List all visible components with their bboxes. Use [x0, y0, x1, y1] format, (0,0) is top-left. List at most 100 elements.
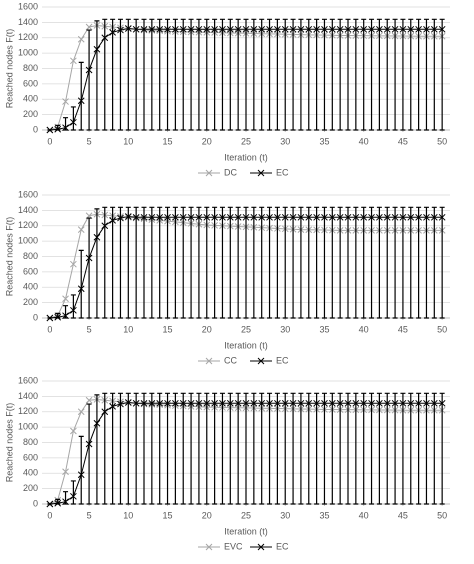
x-tick-label: 10 — [123, 510, 133, 520]
point-marker — [352, 399, 360, 407]
error-bar — [165, 206, 171, 319]
legend-label: EC — [276, 167, 289, 177]
y-tick-label: 1000 — [18, 48, 38, 58]
point-marker — [423, 25, 430, 33]
error-bar — [353, 392, 359, 505]
point-marker — [336, 399, 344, 407]
point-marker — [297, 25, 305, 33]
error-bar — [86, 403, 92, 505]
error-bar — [306, 206, 312, 319]
y-tick-label: 1600 — [18, 189, 38, 199]
point-marker — [258, 213, 266, 221]
error-bar — [439, 392, 445, 505]
point-marker — [415, 25, 422, 33]
error-bar — [117, 206, 123, 319]
error-bar — [369, 206, 375, 319]
error-bar — [165, 392, 171, 505]
error-bar — [321, 392, 327, 505]
point-marker — [336, 25, 344, 33]
point-marker — [360, 25, 368, 33]
point-marker — [148, 213, 156, 221]
y-tick-label: 0 — [33, 312, 38, 322]
y-tick-label: 400 — [23, 94, 38, 104]
error-bar — [125, 392, 131, 505]
error-bar — [329, 392, 335, 505]
x-tick-label: 40 — [359, 510, 369, 520]
error-bar — [274, 206, 280, 319]
point-marker — [140, 399, 148, 407]
point-marker — [85, 254, 93, 262]
error-bar — [416, 206, 422, 319]
x-tick-label: 20 — [202, 510, 212, 520]
point-marker — [148, 399, 156, 407]
point-marker — [234, 399, 242, 407]
point-marker — [62, 498, 69, 506]
error-bar — [439, 18, 445, 131]
y-tick-label: 800 — [23, 63, 38, 73]
error-bar — [345, 392, 351, 505]
error-bar — [392, 392, 398, 505]
point-marker — [242, 25, 250, 33]
error-bar — [400, 206, 406, 319]
error-bar — [204, 18, 210, 131]
point-marker — [203, 213, 211, 221]
error-bar — [392, 18, 398, 131]
point-marker — [415, 213, 422, 221]
x-tick-label: 45 — [398, 510, 408, 520]
error-bar — [314, 392, 320, 505]
error-bar — [110, 18, 116, 131]
error-bar — [86, 217, 92, 319]
error-bar — [384, 18, 390, 131]
point-marker — [376, 399, 383, 407]
error-bar — [70, 294, 76, 319]
point-marker — [344, 213, 352, 221]
point-marker — [117, 26, 124, 34]
point-marker — [242, 213, 250, 221]
error-bar — [149, 18, 155, 131]
point-marker — [407, 213, 415, 221]
x-tick-label: 35 — [319, 324, 329, 334]
panel: 0 200 400 600 800 1000 1200 1400 1600 0 5 10 15 20 25 3… — [4, 1, 450, 177]
point-marker — [85, 396, 93, 404]
error-bar — [157, 18, 163, 131]
error-bar — [408, 206, 414, 319]
point-marker — [297, 399, 305, 407]
y-tick-label: 1200 — [18, 406, 38, 416]
y-tick-label: 1600 — [18, 1, 38, 11]
error-bar — [400, 18, 406, 131]
point-marker — [289, 399, 297, 407]
point-marker — [101, 34, 109, 42]
legend-marker — [205, 357, 213, 365]
point-marker — [226, 25, 234, 33]
point-marker — [132, 399, 140, 407]
error-bar — [416, 392, 422, 505]
point-marker — [77, 97, 85, 105]
y-tick-label: 1600 — [18, 375, 38, 385]
point-marker — [344, 25, 352, 33]
y-tick-label: 600 — [23, 266, 38, 276]
point-marker — [46, 500, 54, 508]
error-bar — [219, 392, 225, 505]
error-bar — [423, 392, 429, 505]
y-tick-label: 1200 — [18, 32, 38, 42]
error-bar — [141, 392, 147, 505]
point-marker — [93, 233, 101, 241]
point-marker — [62, 468, 69, 476]
x-axis-label: Iteration (t) — [224, 340, 268, 350]
x-tick-label: 0 — [47, 510, 52, 520]
point-marker — [274, 399, 281, 407]
point-marker — [391, 25, 399, 33]
error-bar — [94, 394, 100, 505]
x-axis-label: Iteration (t) — [224, 526, 268, 536]
x-tick-label: 25 — [241, 510, 251, 520]
point-marker — [70, 118, 77, 126]
y-tick-label: 1200 — [18, 220, 38, 230]
error-bar — [110, 392, 116, 505]
point-marker — [313, 213, 320, 221]
point-marker — [234, 25, 242, 33]
point-marker — [383, 213, 391, 221]
point-marker — [399, 399, 407, 407]
point-marker — [109, 29, 116, 36]
x-tick-label: 35 — [319, 136, 329, 146]
y-tick-label: 0 — [33, 124, 38, 134]
